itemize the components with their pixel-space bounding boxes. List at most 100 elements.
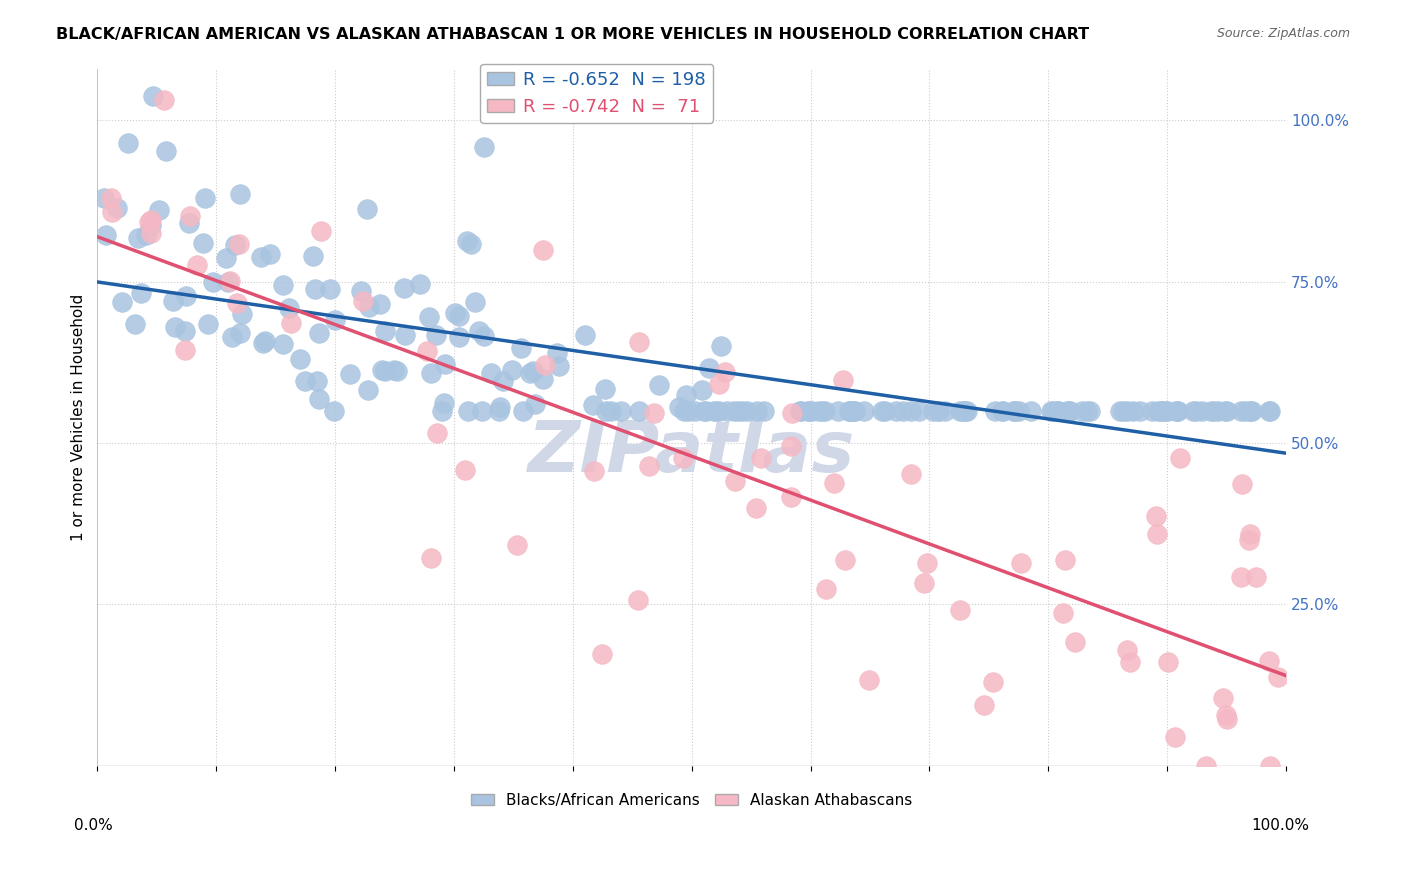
Point	[197, 317, 219, 331]
Point	[433, 357, 456, 371]
Point	[922, 403, 945, 417]
Point	[177, 216, 200, 230]
Point	[1008, 403, 1031, 417]
Point	[1213, 403, 1236, 417]
Point	[1167, 403, 1189, 417]
Point	[1156, 403, 1178, 417]
Point	[1267, 670, 1289, 684]
Point	[1052, 607, 1074, 621]
Point	[747, 403, 769, 417]
Point	[582, 399, 605, 413]
Point	[271, 277, 294, 292]
Point	[1163, 730, 1185, 744]
Point	[749, 450, 772, 465]
Point	[1047, 403, 1070, 417]
Point	[727, 403, 749, 417]
Point	[647, 378, 669, 392]
Point	[744, 501, 766, 516]
Point	[710, 339, 733, 353]
Point	[309, 224, 332, 238]
Point	[704, 403, 727, 417]
Point	[797, 403, 820, 417]
Point	[371, 363, 394, 377]
Point	[522, 363, 544, 377]
Point	[693, 403, 716, 417]
Point	[779, 438, 801, 452]
Point	[294, 374, 316, 388]
Point	[1046, 403, 1069, 417]
Point	[523, 397, 546, 411]
Point	[460, 237, 482, 252]
Point	[593, 382, 616, 396]
Point	[832, 373, 855, 387]
Text: BLACK/AFRICAN AMERICAN VS ALASKAN ATHABASCAN 1 OR MORE VEHICLES IN HOUSEHOLD COR: BLACK/AFRICAN AMERICAN VS ALASKAN ATHABA…	[56, 27, 1090, 42]
Point	[226, 296, 249, 310]
Point	[1019, 403, 1042, 417]
Point	[1002, 403, 1025, 417]
Point	[111, 295, 134, 310]
Point	[716, 403, 738, 417]
Point	[385, 364, 408, 378]
Point	[1109, 403, 1132, 417]
Point	[117, 136, 139, 151]
Point	[1239, 403, 1261, 417]
Point	[953, 403, 976, 417]
Point	[780, 490, 803, 504]
Y-axis label: 1 or more Vehicles in Household: 1 or more Vehicles in Household	[72, 293, 86, 541]
Point	[800, 403, 823, 417]
Point	[1150, 403, 1173, 417]
Point	[1260, 403, 1282, 417]
Point	[444, 306, 467, 320]
Point	[470, 403, 492, 417]
Point	[609, 403, 631, 417]
Point	[304, 282, 326, 296]
Point	[280, 316, 302, 330]
Point	[374, 364, 396, 378]
Point	[591, 647, 613, 661]
Point	[1144, 509, 1167, 524]
Point	[891, 403, 914, 417]
Point	[1064, 634, 1087, 648]
Point	[672, 451, 695, 466]
Point	[984, 403, 1007, 417]
Point	[194, 191, 217, 205]
Point	[713, 365, 735, 379]
Point	[990, 403, 1012, 417]
Point	[1153, 403, 1175, 417]
Point	[884, 403, 907, 417]
Point	[548, 359, 571, 374]
Point	[673, 403, 696, 417]
Point	[1244, 570, 1267, 584]
Point	[637, 458, 659, 473]
Point	[319, 282, 342, 296]
Point	[472, 140, 495, 154]
Point	[308, 326, 330, 340]
Point	[259, 246, 281, 260]
Point	[853, 403, 876, 417]
Point	[307, 375, 329, 389]
Point	[512, 403, 534, 417]
Point	[127, 231, 149, 245]
Point	[927, 403, 949, 417]
Point	[392, 281, 415, 295]
Point	[456, 235, 478, 249]
Point	[870, 403, 893, 417]
Point	[703, 403, 725, 417]
Point	[1239, 533, 1261, 547]
Point	[139, 226, 162, 240]
Point	[1010, 556, 1032, 570]
Point	[1152, 403, 1174, 417]
Point	[382, 363, 405, 377]
Point	[322, 403, 344, 417]
Point	[1199, 403, 1222, 417]
Point	[643, 406, 665, 420]
Point	[754, 403, 776, 417]
Point	[214, 251, 236, 265]
Point	[723, 403, 745, 417]
Point	[174, 324, 197, 338]
Point	[695, 403, 717, 417]
Point	[1059, 403, 1081, 417]
Point	[1168, 450, 1191, 465]
Point	[574, 327, 596, 342]
Point	[271, 337, 294, 351]
